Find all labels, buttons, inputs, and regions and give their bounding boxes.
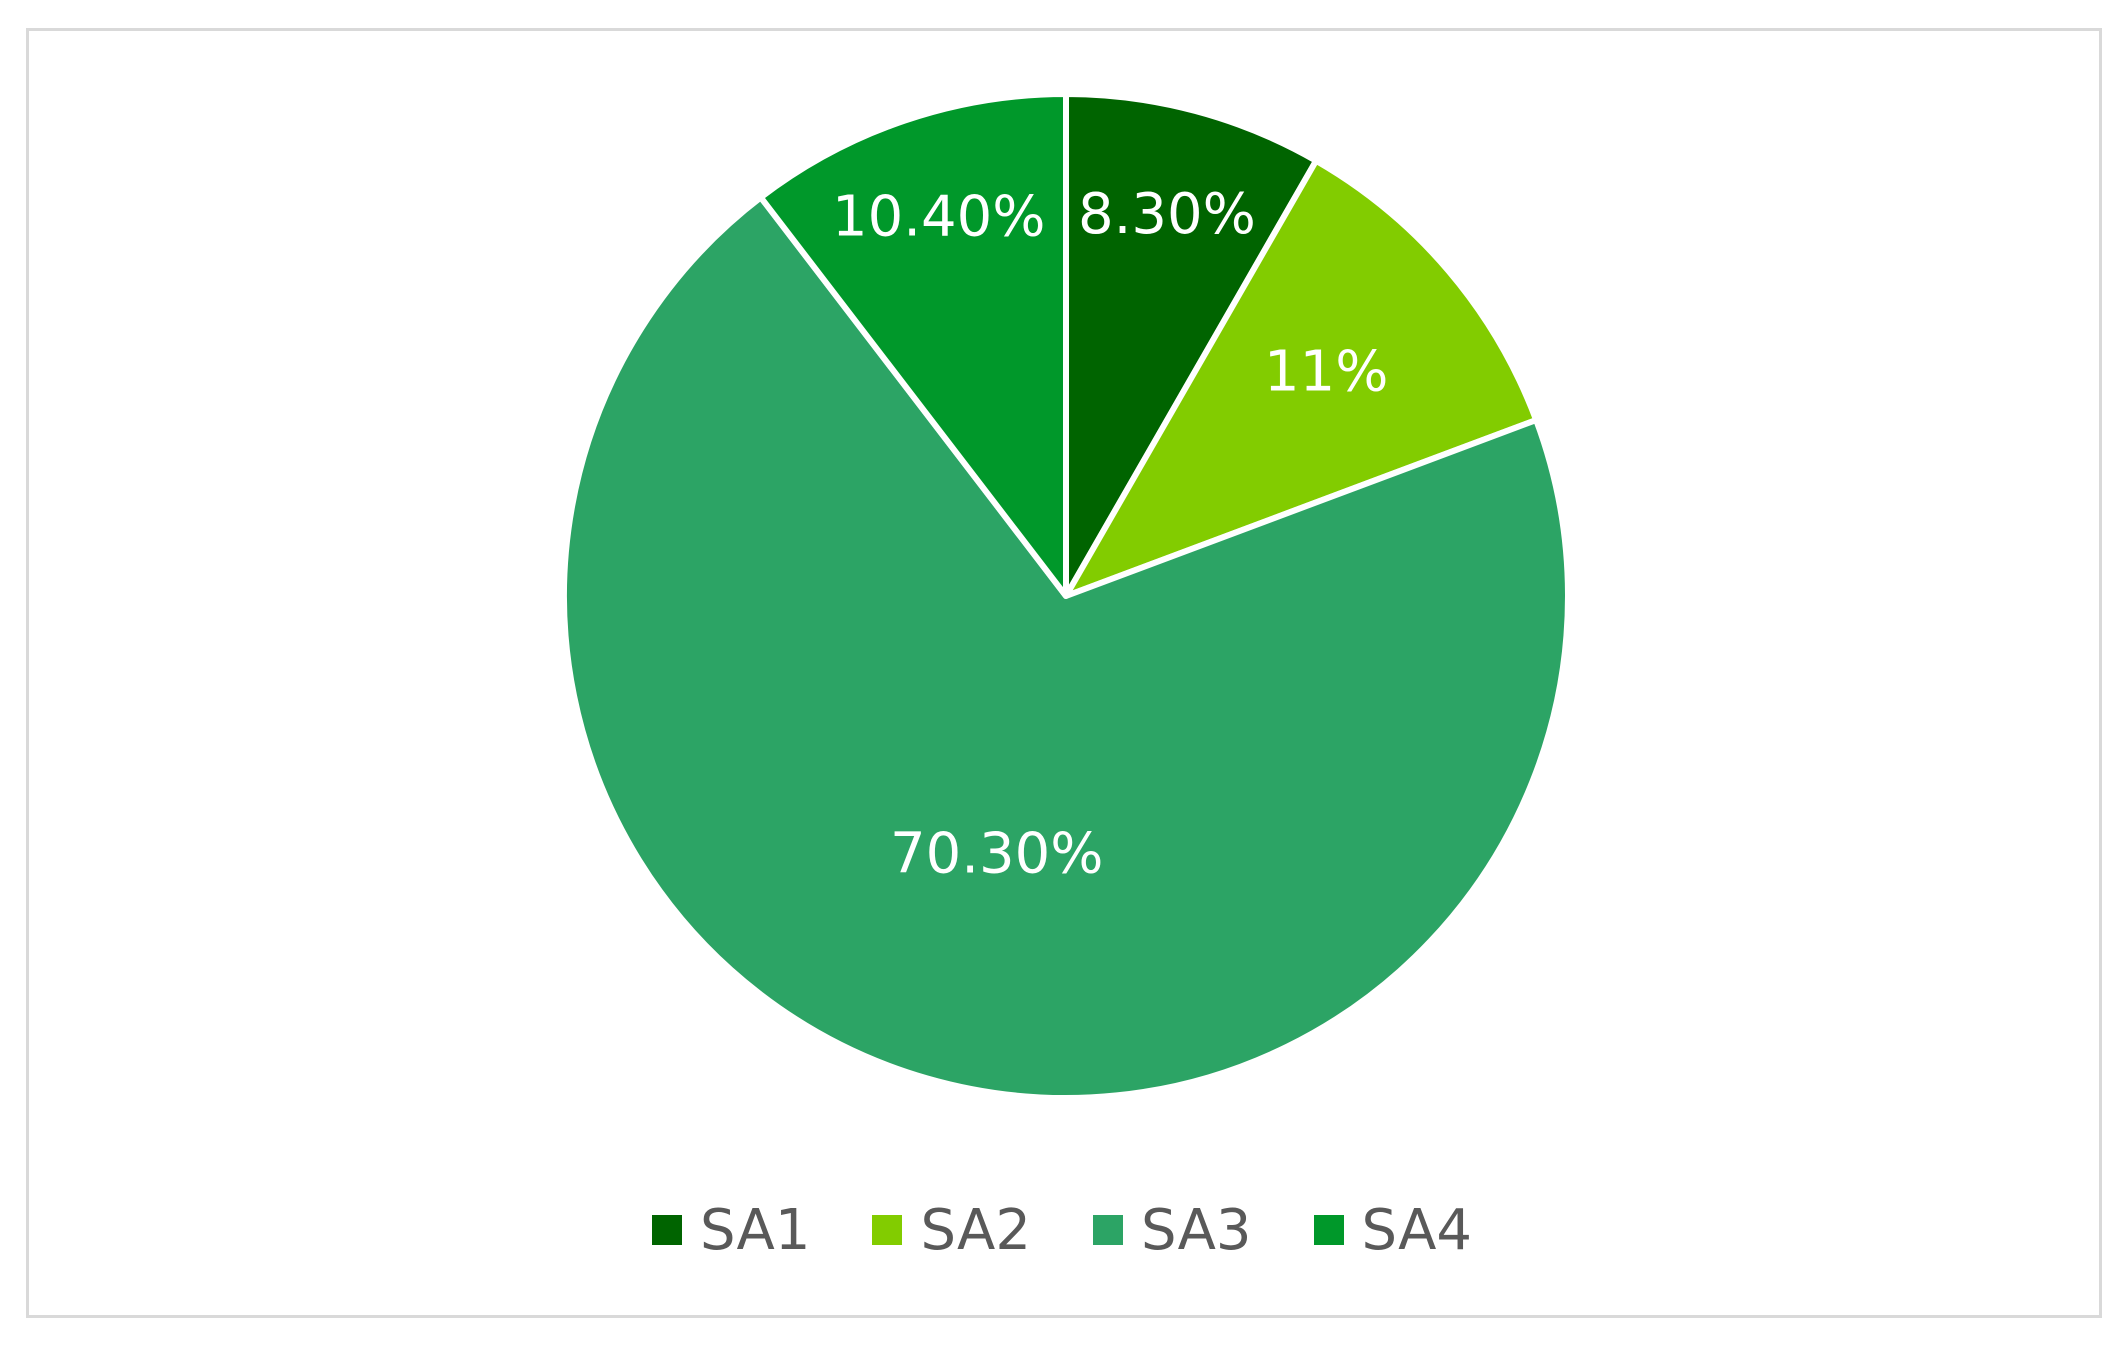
legend-label-sa2: SA2 [920,1197,1031,1263]
pie-slice-sa2 [1063,157,1540,599]
legend-swatch-sa1 [651,1215,682,1245]
legend: SA1 SA2 SA3 SA4 [0,1190,2124,1270]
data-label-sa2: 11% [1264,339,1388,404]
legend-item-sa4: SA4 [1313,1197,1473,1263]
data-label-sa3: 70.30% [890,821,1104,886]
legend-item-sa1: SA1 [651,1197,811,1263]
legend-swatch-sa3 [1093,1215,1123,1245]
pie-slice-sa3 [561,194,1571,1101]
data-label-sa1: 8.30% [1078,182,1256,247]
legend-swatch-sa2 [872,1215,903,1245]
legend-item-sa3: SA3 [1093,1198,1252,1263]
legend-label-sa4: SA4 [1361,1197,1473,1263]
legend-label-sa3: SA3 [1141,1197,1252,1263]
pie-slice-sa4 [757,91,1069,599]
data-label-sa4: 10.40% [832,185,1046,250]
legend-swatch-sa4 [1313,1215,1344,1245]
legend-item-sa2: SA2 [872,1198,1031,1263]
pie-slice-sa1 [1063,91,1320,599]
legend-label-sa1: SA1 [699,1197,811,1263]
